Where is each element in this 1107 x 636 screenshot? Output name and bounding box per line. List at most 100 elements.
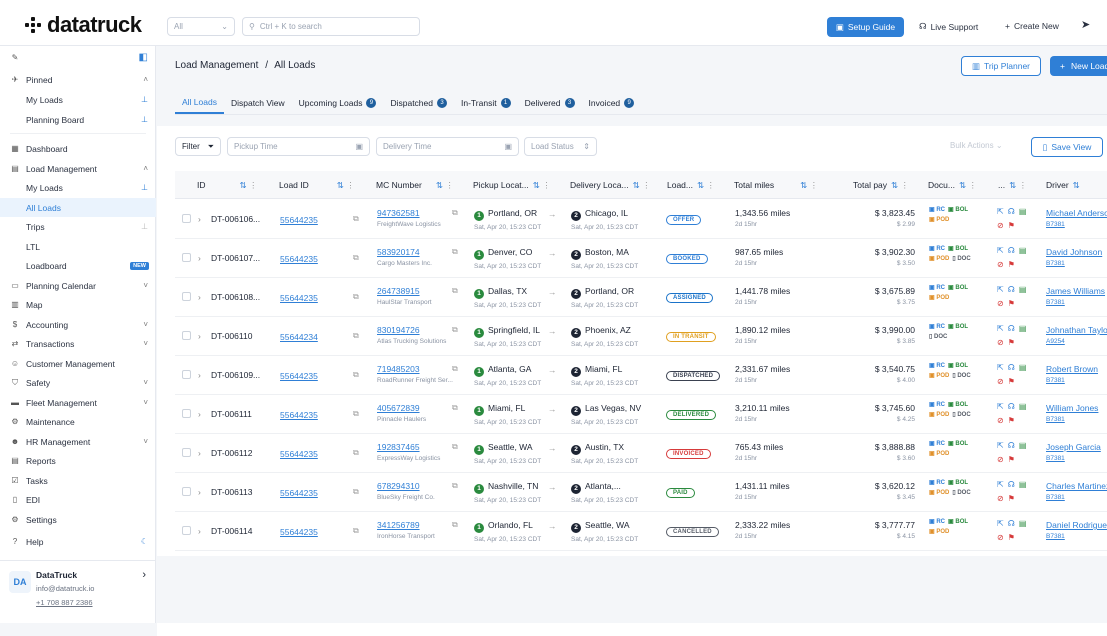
table-row[interactable]: › DT-006114 55644235 ⧉ 341256789 IronHor… (175, 512, 1107, 551)
mc-number-link[interactable]: 405672839 (377, 403, 420, 413)
table-row[interactable]: › DT-006109... 55644235 ⧉ 719485203 Road… (175, 356, 1107, 395)
more-icon[interactable]: ⋮ (346, 180, 355, 190)
more-icon[interactable]: ⋮ (445, 180, 454, 190)
external-link-icon[interactable]: ⇱ (997, 285, 1004, 294)
alert-icon[interactable]: ⊘ (997, 416, 1004, 425)
sort-icon[interactable]: ⇅ (1072, 180, 1080, 190)
sidebar-item-reports[interactable]: ▤ Reports (0, 451, 156, 470)
doc-rc-tag[interactable]: ▣ RC (929, 284, 945, 291)
column-pickup[interactable]: Pickup Locat... ⇅ ⋮ (473, 180, 551, 191)
driver-id-link[interactable]: B7381 (1046, 260, 1065, 267)
send-icon[interactable]: ➤ (1081, 19, 1091, 31)
mc-number-link[interactable]: 947362581 (377, 208, 420, 218)
alert-icon[interactable]: ⊘ (997, 533, 1004, 542)
copy-icon[interactable]: ⧉ (353, 448, 359, 457)
doc-pod-tag[interactable]: ▣ POD (929, 411, 949, 418)
sidebar-item-ltl[interactable]: LTL (0, 237, 156, 256)
more-icon[interactable]: ⋮ (706, 180, 716, 190)
sort-icon[interactable]: ⇅ (239, 180, 247, 190)
flag-icon[interactable]: ⚑ (1007, 299, 1015, 308)
load-id-link[interactable]: 55644235 (280, 410, 318, 420)
table-row[interactable]: › DT-006106... 55644235 ⧉ 947362581 Frei… (175, 200, 1107, 239)
driver-id-link[interactable]: B7381 (1046, 455, 1065, 462)
row-checkbox[interactable] (182, 526, 191, 535)
row-checkbox[interactable] (182, 292, 191, 301)
account-card[interactable]: DA DataTruck info@datatruck.io +1 708 88… (0, 560, 156, 622)
status-badge[interactable]: DELIVERED (666, 410, 717, 420)
driver-name-link[interactable]: David Johnson (1046, 247, 1103, 257)
trip-planner-button[interactable]: ▥ Trip Planner (961, 56, 1041, 76)
document-check-icon[interactable]: ▤ (1018, 519, 1027, 528)
copy-icon[interactable]: ⧉ (452, 286, 458, 295)
doc-doc-tag[interactable]: ▯ DOC (952, 411, 970, 418)
flag-icon[interactable]: ⚑ (1007, 221, 1015, 230)
sidebar-item-hr-management[interactable]: ☻ HR Management ˅ (0, 432, 156, 451)
copy-icon[interactable]: ⧉ (452, 403, 458, 412)
mc-number-link[interactable]: 583920174 (377, 247, 420, 257)
load-id-link[interactable]: 55644234 (280, 332, 318, 342)
driver-name-link[interactable]: Charles Martinez (1046, 481, 1107, 491)
doc-doc-tag[interactable]: ▯ DOC (952, 489, 970, 496)
doc-pod-tag[interactable]: ▣ POD (929, 216, 949, 223)
copy-icon[interactable]: ⧉ (452, 364, 458, 373)
live-support-link[interactable]: ☊ Live Support (919, 21, 978, 32)
external-link-icon[interactable]: ⇱ (997, 480, 1004, 489)
pin-icon[interactable]: ⊥ (141, 95, 148, 104)
expand-chevron-icon[interactable]: › (198, 331, 201, 341)
doc-bol-tag[interactable]: ▣ BOL (948, 362, 968, 369)
driver-name-link[interactable]: Johnathan Taylor (1046, 325, 1107, 335)
copy-icon[interactable]: ⧉ (353, 409, 359, 418)
external-link-icon[interactable]: ⇱ (997, 363, 1004, 372)
table-row[interactable]: › DT-006112 55644235 ⧉ 192837465 Express… (175, 434, 1107, 473)
alert-icon[interactable]: ⊘ (997, 494, 1004, 503)
column-total-miles[interactable]: Total miles ⇅ ⋮ (734, 180, 818, 191)
more-icon[interactable]: ⋮ (542, 180, 551, 190)
sidebar-item-maintenance[interactable]: ⚙ Maintenance (0, 412, 156, 431)
doc-bol-tag[interactable]: ▣ BOL (948, 245, 968, 252)
headset-icon[interactable]: ☊ (1007, 441, 1015, 450)
external-link-icon[interactable]: ⇱ (997, 441, 1004, 450)
sort-icon[interactable]: ⇅ (336, 180, 344, 190)
column-delivery[interactable]: Delivery Loca... ⇅ ⋮ (570, 180, 651, 191)
table-row[interactable]: › DT-006107... 55644235 ⧉ 583920174 Carg… (175, 239, 1107, 278)
driver-name-link[interactable]: William Jones (1046, 403, 1099, 413)
row-checkbox[interactable] (182, 331, 191, 340)
alert-icon[interactable]: ⊘ (997, 299, 1004, 308)
headset-icon[interactable]: ☊ (1007, 246, 1015, 255)
copy-icon[interactable]: ⧉ (452, 208, 458, 217)
sort-icon[interactable]: ⇅ (891, 180, 899, 190)
doc-rc-tag[interactable]: ▣ RC (929, 479, 945, 486)
load-id-link[interactable]: 55644235 (280, 254, 318, 264)
brand-logo[interactable]: datatruck (25, 14, 142, 36)
document-check-icon[interactable]: ▤ (1018, 285, 1027, 294)
driver-id-link[interactable]: B7381 (1046, 377, 1065, 384)
doc-pod-tag[interactable]: ▣ POD (929, 294, 949, 301)
headset-icon[interactable]: ☊ (1007, 402, 1015, 411)
doc-bol-tag[interactable]: ▣ BOL (948, 479, 968, 486)
more-icon[interactable]: ⋮ (249, 180, 258, 190)
sidebar-item-accounting[interactable]: $ Accounting ˅ (0, 315, 156, 334)
flag-icon[interactable]: ⚑ (1007, 455, 1015, 464)
doc-rc-tag[interactable]: ▣ RC (929, 245, 945, 252)
document-check-icon[interactable]: ▤ (1018, 441, 1027, 450)
status-badge[interactable]: BOOKED (666, 254, 708, 264)
pin-icon[interactable]: ⊥ (141, 115, 148, 124)
column-documents[interactable]: Docu... ⇅ ⋮ (928, 180, 977, 191)
sort-icon[interactable]: ⇅ (1009, 180, 1017, 190)
doc-bol-tag[interactable]: ▣ BOL (948, 323, 968, 330)
breadcrumb-parent[interactable]: Load Management (175, 60, 259, 71)
doc-rc-tag[interactable]: ▣ RC (929, 206, 945, 213)
table-row[interactable]: › DT-006111 55644235 ⧉ 405672839 Pinnacl… (175, 395, 1107, 434)
sort-icon[interactable]: ⇅ (632, 180, 640, 190)
status-badge[interactable]: OFFER (666, 215, 702, 225)
row-checkbox[interactable] (182, 487, 191, 496)
flag-icon[interactable]: ⚑ (1007, 494, 1015, 503)
sidebar-item-edi[interactable]: ▯ EDI (0, 490, 156, 509)
load-id-link[interactable]: 55644235 (280, 215, 318, 225)
sidebar-item-dashboard[interactable]: ▦ Dashboard (0, 139, 156, 158)
driver-id-link[interactable]: B7381 (1046, 416, 1065, 423)
copy-icon[interactable]: ⧉ (452, 247, 458, 256)
copy-icon[interactable]: ⧉ (353, 253, 359, 262)
sidebar-item-pinned-my-loads[interactable]: My Loads ⊥ (0, 90, 156, 109)
copy-icon[interactable]: ⧉ (452, 442, 458, 451)
